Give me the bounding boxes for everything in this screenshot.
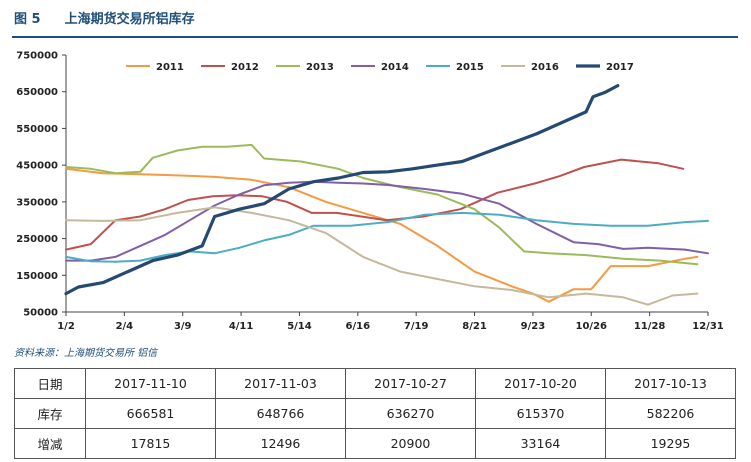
axes: 50000 150000 250000 350000 450000 550000 65000… [16,51,724,333]
inventory-table: 日期 2017-11-10 2017-11-03 2017-10-27 2017… [14,368,736,459]
table-cell: 19295 [605,428,736,459]
table-cell: 636270 [345,398,476,429]
y-tick-label: 650000 [16,87,58,98]
series-lines [64,83,709,306]
series-line-2015 [65,211,709,263]
legend-label-2014: 2014 [381,62,409,73]
table-header-cell: 2017-10-27 [345,368,476,399]
x-tick-label: 5/14 [287,321,312,332]
x-tick-label: 11/28 [634,321,666,332]
table-header-cell: 2017-11-03 [215,368,346,399]
x-tick-label: 1/2 [57,321,75,332]
series-line-2011 [65,167,699,303]
y-tick-label: 550000 [16,124,58,135]
y-tick-label: 450000 [16,161,58,172]
y-tick-label: 50000 [23,308,58,319]
source-note: 资料来源：上海期货交易所 铝信 [14,348,158,359]
series-line-2017 [64,83,620,296]
table-row: 增减 17815 12496 20900 33164 19295 [14,428,736,459]
table-header-cell: 日期 [14,368,86,399]
table-header-cell: 2017-10-20 [475,368,606,399]
inventory-line-chart: 2011 2012 2013 2014 2015 2016 2017 50000 150000… [16,51,724,333]
x-tick-label: 2/4 [116,321,134,332]
figure-label: 图 5 [14,11,41,27]
series-line-2014 [65,180,709,262]
table-cell: 615370 [475,398,606,429]
table-header-row: 日期 2017-11-10 2017-11-03 2017-10-27 2017… [14,368,736,399]
table-cell: 库存 [14,398,86,429]
table-cell: 12496 [215,428,346,459]
x-tick-label: 10/26 [576,321,608,332]
table-row: 库存 666581 648766 636270 615370 582206 [14,398,736,429]
x-tick-label: 9/23 [521,321,546,332]
table-cell: 20900 [345,428,476,459]
table-cell: 648766 [215,398,346,429]
y-tick-label: 750000 [16,51,58,62]
legend: 2011 2012 2013 2014 2015 2016 2017 [126,62,634,73]
table-cell: 17815 [85,428,216,459]
table-cell: 33164 [475,428,606,459]
table-cell: 666581 [85,398,216,429]
series-line-2016 [65,206,699,306]
x-tick-label: 8/21 [462,321,487,332]
legend-label-2013: 2013 [306,62,334,73]
y-tick-label: 150000 [16,271,58,282]
table-header-cell: 2017-11-10 [85,368,216,399]
x-tick-label: 6/16 [346,321,371,332]
table-cell: 增减 [14,428,86,459]
x-tick-label: 12/31 [692,321,724,332]
series-line-2013 [65,143,699,266]
x-tick-label: 7/19 [404,321,429,332]
figure-title: 上海期货交易所铝库存 [64,11,195,27]
series-line-2012 [65,158,685,251]
header-rule [12,36,738,38]
legend-label-2017: 2017 [606,62,634,73]
legend-label-2015: 2015 [456,62,484,73]
legend-label-2011: 2011 [156,62,184,73]
table-cell: 582206 [605,398,736,429]
x-tick-label: 4/11 [229,321,254,332]
legend-label-2016: 2016 [531,62,559,73]
x-tick-label: 3/9 [174,321,192,332]
y-tick-label: 350000 [16,197,58,208]
figure-header: 图 5 上海期货交易所铝库存 [14,6,195,28]
legend-label-2012: 2012 [231,62,259,73]
y-tick-label: 250000 [16,234,58,245]
table-header-cell: 2017-10-13 [605,368,736,399]
